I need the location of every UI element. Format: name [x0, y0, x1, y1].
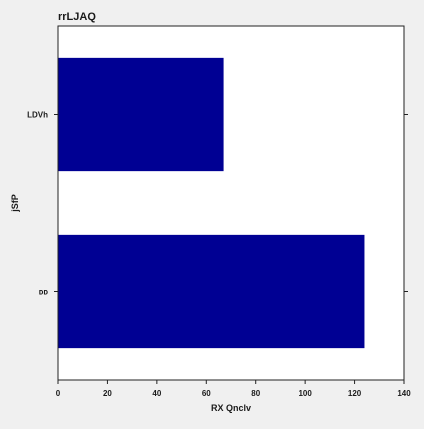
x-axis-ticks: 0 20 40 60 80 100 120 140: [56, 380, 411, 398]
bars-layer: [58, 57, 365, 349]
x-tick-label: 100: [298, 389, 312, 398]
y-axis-ticks: ᴅᴅ LDVh: [27, 111, 408, 297]
x-tick-label: 120: [348, 389, 362, 398]
y-tick-label: ᴅᴅ: [39, 288, 49, 297]
x-tick-label: 80: [251, 389, 260, 398]
bar-0: [58, 234, 365, 349]
chart-title: rrLJAQ: [58, 11, 96, 23]
x-tick-label: 0: [56, 389, 61, 398]
y-tick-label: LDVh: [27, 111, 48, 120]
plot-frame: [57, 25, 405, 381]
x-tick-label: 60: [202, 389, 211, 398]
x-tick-label: 20: [103, 389, 112, 398]
x-tick-label: 40: [152, 389, 161, 398]
x-tick-label: 140: [397, 389, 411, 398]
bar-1: [58, 57, 224, 172]
x-axis-label: RX Qnclv: [211, 403, 251, 413]
y-axis-label: jSfP: [10, 194, 20, 213]
